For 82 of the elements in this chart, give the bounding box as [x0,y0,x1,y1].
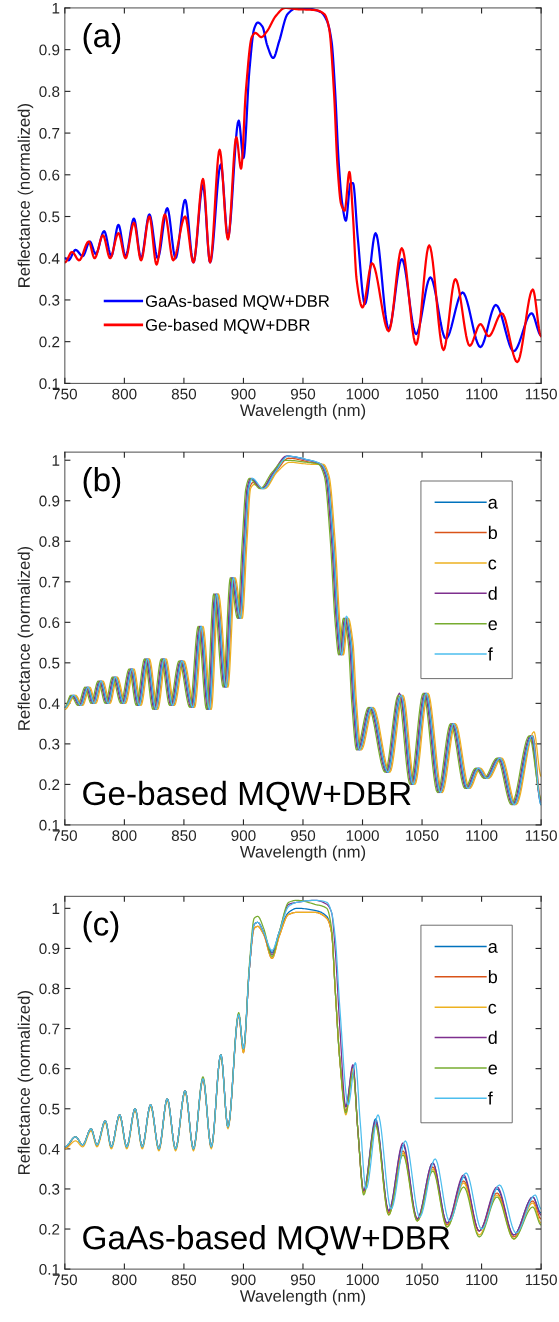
y-tick-label: 0.3 [39,738,60,750]
x-tick-label: 750 [52,830,77,842]
annotation: (b) [83,467,121,499]
x-axis-title: Wavelength (nm) [239,403,366,420]
y-tick-label: 1 [52,903,60,914]
y-tick-label: 0.9 [39,44,60,56]
y-tick-label: 1 [52,2,60,14]
legend-label: d [488,1030,497,1045]
legend-label: a [488,498,498,509]
y-tick-label: 0.1 [39,819,60,831]
x-tick-label: 900 [231,1274,256,1286]
x-tick-label: 1050 [406,388,439,400]
y-tick-label: 0.4 [39,253,60,264]
y-tick-label: 0.2 [39,336,60,348]
x-tick-label: 850 [171,830,197,842]
x-tick-label: 800 [112,388,137,400]
legend-label: c [488,559,497,570]
annotation: (a) [83,22,121,55]
x-tick-label: 750 [52,388,77,400]
legend-label: b [488,970,498,984]
y-tick-label: 0.5 [39,1103,60,1115]
y-tick-label: 0.6 [39,617,60,628]
legend-label: f [487,1091,493,1105]
x-axis-title: Wavelength (nm) [239,845,366,861]
legend-label: GaAs-based MQW+DBR [145,294,330,310]
legend-label: c [488,1003,497,1014]
y-tick-label: 0.7 [39,127,60,139]
x-tick-label: 1150 [525,830,557,842]
x-tick-label: 750 [52,1274,77,1286]
x-tick-label: 1000 [346,1274,379,1286]
x-tick-label: 850 [171,388,197,400]
x-tick-label: 1100 [466,830,498,842]
y-tick-label: 0.9 [39,943,60,955]
y-tick-label: 1 [52,455,60,466]
x-tick-label: 1050 [406,830,439,842]
legend-label: d [488,586,497,600]
x-tick-label: 1150 [525,1274,557,1286]
legend-label: Ge-based MQW+DBR [145,318,310,334]
y-tick-label: 0.7 [39,1023,60,1035]
y-tick-label: 0.2 [39,779,60,791]
x-tick-label: 850 [171,1274,197,1286]
annotation: Ge-based MQW+DBR [83,780,411,812]
y-tick-label: 0.8 [39,86,60,98]
legend-label: f [487,647,493,661]
x-tick-label: 900 [231,388,256,400]
y-tick-label: 0.5 [39,211,60,223]
y-tick-label: 0.3 [39,1183,60,1195]
legend-label: e [488,1064,497,1075]
x-tick-label: 1000 [346,830,379,842]
x-tick-label: 800 [112,830,137,842]
x-tick-label: 1000 [346,388,379,400]
y-axis-title: Reflectance (normalized) [17,991,34,1174]
annotation: GaAs-based MQW+DBR [83,1225,450,1256]
legend-label: e [488,620,497,631]
x-tick-label: 1150 [525,388,557,400]
x-axis-title: Wavelength (nm) [239,1289,366,1306]
y-tick-label: 0.2 [39,1223,60,1235]
x-tick-label: 1100 [466,388,498,400]
x-tick-label: 950 [290,830,316,842]
legend-label: a [488,943,498,953]
annotation: (c) [83,911,119,943]
y-axis-title: Reflectance (normalized) [17,546,34,730]
y-tick-label: 0.1 [39,1263,60,1275]
y-tick-label: 0.8 [39,536,60,547]
y-tick-label: 0.1 [39,378,60,390]
y-tick-label: 0.7 [39,576,60,588]
y-tick-label: 0.9 [39,495,60,507]
y-tick-label: 0.6 [39,169,60,181]
legend-label: b [488,525,498,540]
x-tick-label: 1050 [406,1274,439,1286]
x-tick-label: 800 [112,1274,137,1286]
y-tick-label: 0.4 [39,1143,60,1155]
y-tick-label: 0.8 [39,983,60,995]
y-tick-label: 0.5 [39,657,60,669]
y-tick-label: 0.6 [39,1063,60,1075]
x-tick-label: 1100 [466,1274,498,1286]
y-tick-label: 0.3 [39,294,60,306]
y-axis-title: Reflectance (normalized) [17,104,34,287]
x-tick-label: 950 [290,1274,316,1286]
x-tick-label: 900 [231,830,256,842]
x-tick-label: 950 [290,388,316,400]
y-tick-label: 0.4 [39,698,60,710]
